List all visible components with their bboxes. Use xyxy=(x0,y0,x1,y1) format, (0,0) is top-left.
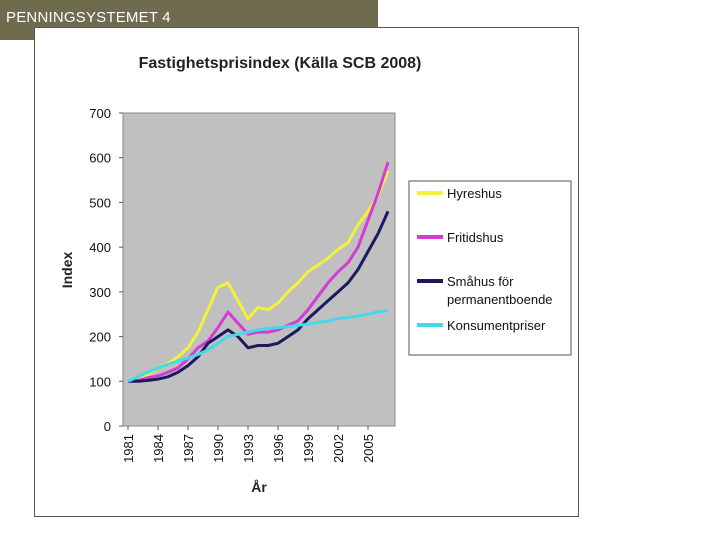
y-tick-label: 600 xyxy=(89,151,111,166)
y-tick-label: 700 xyxy=(89,106,111,121)
x-tick-label: 1987 xyxy=(181,434,196,463)
y-tick-label: 100 xyxy=(89,374,111,389)
series-line-fritidshus xyxy=(127,161,390,383)
x-tick-label: 1981 xyxy=(121,434,136,463)
line-chart: Fastighetsprisindex (Källa SCB 2008) 0 10… xyxy=(59,55,572,495)
y-axis-title: Index xyxy=(59,252,75,289)
y-tick-label: 400 xyxy=(89,240,111,255)
x-tick-label: 2002 xyxy=(331,434,346,463)
x-tick-label: 1996 xyxy=(271,434,286,463)
plot-area xyxy=(122,112,396,427)
x-axis-title: År xyxy=(251,479,267,495)
chart-title: Fastighetsprisindex (Källa SCB 2008) xyxy=(139,55,422,72)
y-tick-label: 0 xyxy=(104,419,111,434)
series-line-småhus-för-permanentboende xyxy=(128,210,390,383)
legend-label: Småhus för xyxy=(447,274,514,289)
x-tick-label: 1999 xyxy=(301,434,316,463)
x-tick-label: 1990 xyxy=(211,434,226,463)
chart-frame: Fastighetsprisindex (Källa SCB 2008) 0 10… xyxy=(34,27,579,517)
series-line-hyreshus xyxy=(127,170,390,383)
y-tick-label: 500 xyxy=(89,195,111,210)
series-line-konsumentpriser xyxy=(127,309,389,383)
y-tick-label: 200 xyxy=(89,330,111,345)
x-tick-label: 1993 xyxy=(241,434,256,463)
legend-label: permanentboende xyxy=(447,292,553,307)
legend-label: Fritidshus xyxy=(447,230,504,245)
legend-label: Hyreshus xyxy=(447,186,502,201)
y-tick-label: 300 xyxy=(89,285,111,300)
x-tick-label: 1984 xyxy=(151,434,166,463)
legend-label: Konsumentpriser xyxy=(447,318,546,333)
x-tick-label: 2005 xyxy=(361,434,376,463)
